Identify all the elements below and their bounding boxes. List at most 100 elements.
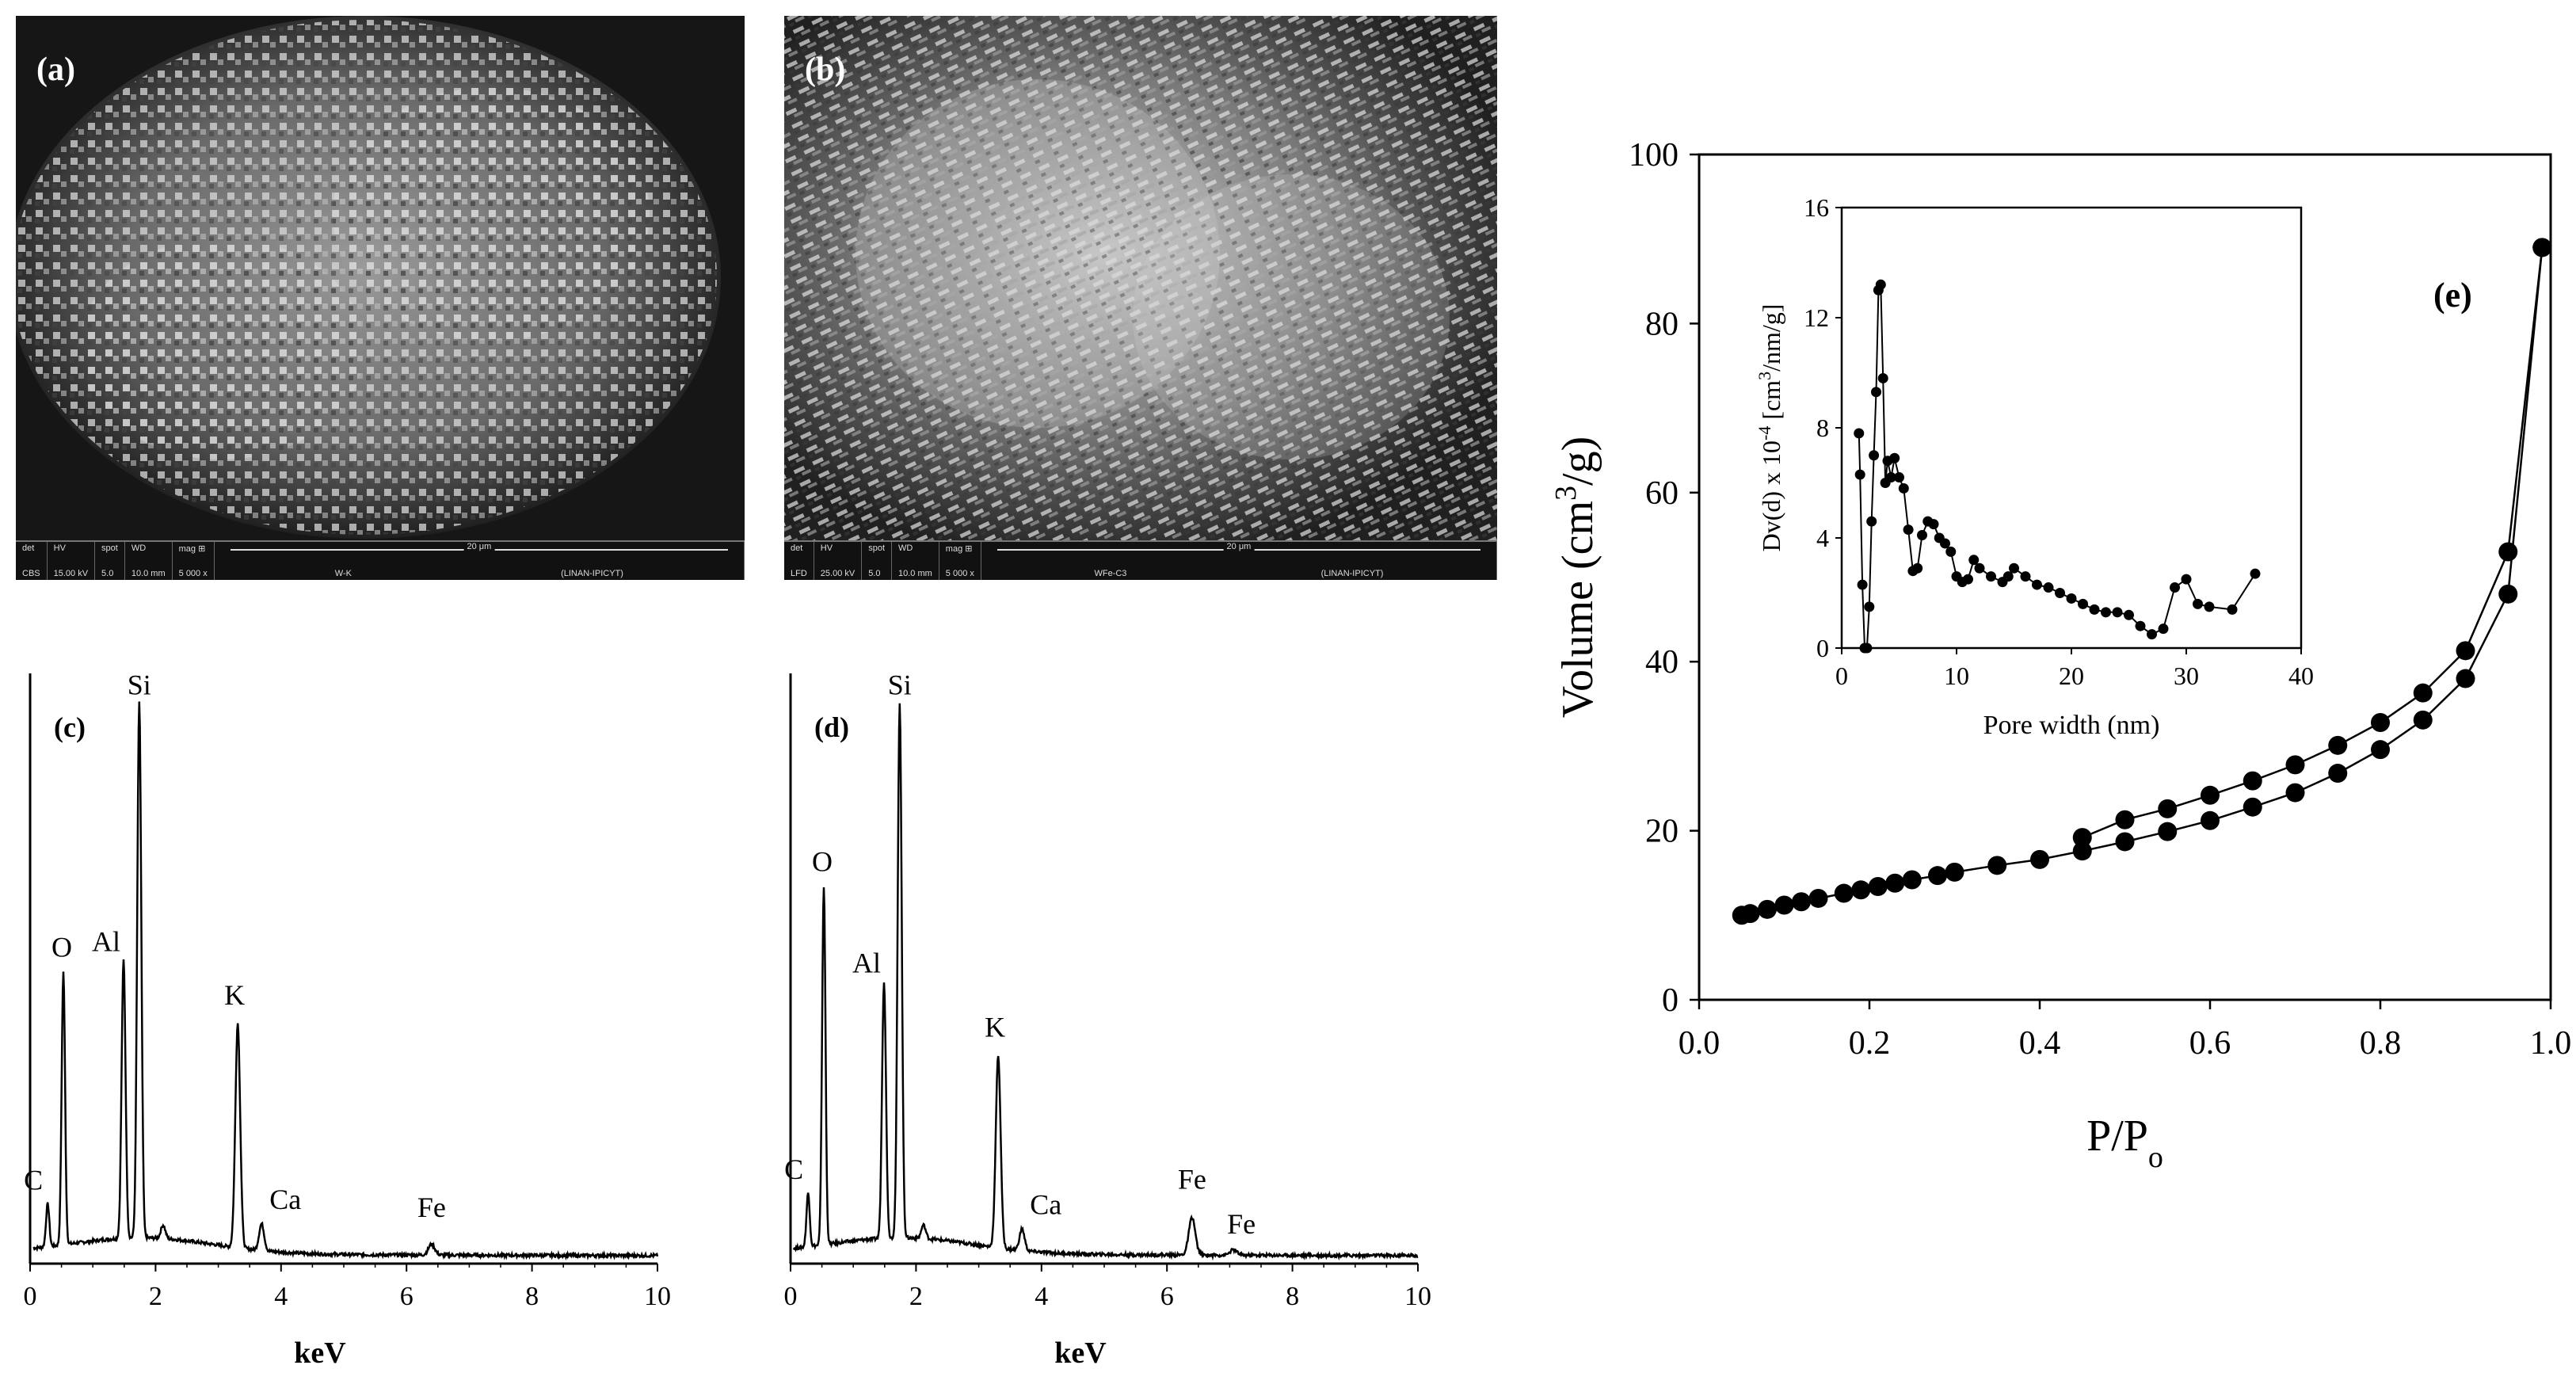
inset-psd-point bbox=[1963, 574, 1973, 585]
isotherm-point bbox=[2243, 797, 2262, 817]
isotherm-point bbox=[1868, 877, 1888, 897]
inset-psd-point bbox=[2032, 579, 2042, 590]
inset-y-axis-label: Dv(d) x 10-4 [cm3/nm/g] bbox=[1755, 304, 1785, 552]
sem-info-bar-b: det LFD HV 25.00 kV spot 5.0 WD 10.0 mm mag … bbox=[784, 540, 1497, 580]
isotherm-point bbox=[1928, 866, 1947, 886]
meta-value: 5 000 x bbox=[178, 569, 208, 578]
inset-y-label-part: 3 bbox=[1755, 372, 1774, 380]
inset-y-label-part: -4 bbox=[1755, 426, 1774, 440]
inset-y-label-part: Dv(d) x 10 bbox=[1757, 440, 1785, 551]
meta-header: WD bbox=[131, 543, 147, 553]
inset-psd-point bbox=[1928, 519, 1939, 530]
inset-psd-point bbox=[1945, 546, 1957, 557]
isotherm-point bbox=[2285, 783, 2305, 803]
peak-label-o: O bbox=[812, 845, 833, 877]
sem-texture-a bbox=[16, 16, 745, 542]
isotherm-point bbox=[1945, 862, 1964, 882]
inset-y-tick-label: 0 bbox=[1816, 634, 1829, 662]
isotherm-point bbox=[2328, 735, 2348, 755]
meta-header: WD bbox=[898, 543, 913, 553]
meta-header: det bbox=[22, 543, 35, 553]
inset-psd-point bbox=[2147, 629, 2157, 640]
x-axis-label-sub: o bbox=[2148, 1141, 2163, 1174]
inset-psd-point bbox=[2170, 582, 2180, 593]
meta-header: mag ⊞ bbox=[945, 544, 973, 554]
inset-psd-point bbox=[1877, 372, 1888, 383]
peak-label-c: C bbox=[24, 1165, 43, 1196]
inset-psd-point bbox=[1974, 562, 1985, 574]
inset-psd-point bbox=[1917, 530, 1927, 541]
sem-info-bar-a: det CBS HV 15.00 kV spot 5.0 WD 10.0 mm mag … bbox=[16, 540, 745, 580]
y-tick-label: 20 bbox=[1645, 814, 1679, 850]
inset-psd-point bbox=[2250, 568, 2261, 579]
inset-psd-point bbox=[2002, 571, 2014, 582]
inset-psd-point bbox=[1889, 452, 1900, 463]
spectrum-line bbox=[32, 701, 659, 1261]
y-axis-label: Volume (cm3/g) bbox=[1549, 437, 1602, 718]
x-tick-label: 8 bbox=[1286, 1282, 1299, 1311]
y-tick-label: 60 bbox=[1645, 475, 1679, 512]
sample-name: W-K bbox=[334, 569, 352, 578]
x-tick-label: 10 bbox=[644, 1282, 671, 1311]
inset-psd-point bbox=[2135, 620, 2146, 631]
panel-label: (c) bbox=[54, 711, 86, 743]
isotherm-point bbox=[2115, 810, 2135, 829]
isotherm-point bbox=[2498, 584, 2518, 604]
x-tick-label: 0.0 bbox=[1679, 1025, 1721, 1062]
meta-value: 10.0 mm bbox=[131, 569, 166, 578]
isotherm-point bbox=[1851, 880, 1871, 900]
panel-label-b: (b) bbox=[805, 51, 846, 88]
peak-label-al: Al bbox=[92, 926, 120, 958]
peak-label-fe: Fe bbox=[1178, 1163, 1206, 1195]
isotherm-point bbox=[1834, 883, 1854, 903]
isotherm-point bbox=[2115, 832, 2135, 852]
inset-psd-point bbox=[1968, 555, 1980, 566]
peak-label-ca: Ca bbox=[269, 1184, 301, 1215]
meta-value: 5 000 x bbox=[945, 569, 974, 578]
isotherm-point bbox=[2072, 841, 2092, 861]
x-tick-label: 8 bbox=[525, 1282, 539, 1311]
inset-psd-point bbox=[1854, 428, 1865, 439]
peak-label-ca: Ca bbox=[1030, 1189, 1061, 1221]
isotherm-point bbox=[1987, 856, 2007, 875]
x-tick-label: 0.4 bbox=[2019, 1025, 2061, 1062]
inset-psd-point bbox=[2089, 604, 2100, 615]
meta-value: CBS bbox=[22, 569, 40, 578]
inset-x-tick-label: 10 bbox=[1944, 662, 1969, 690]
inset-x-tick-label: 20 bbox=[2059, 662, 2084, 690]
inset-psd-point bbox=[2193, 598, 2203, 609]
inset-psd-point bbox=[1862, 643, 1873, 654]
x-axis-label: P/Po bbox=[2086, 1112, 2163, 1174]
y-tick-label: 100 bbox=[1629, 137, 1679, 174]
spectrum-line bbox=[792, 703, 1419, 1261]
inset-psd-point bbox=[2101, 607, 2111, 618]
scale-label: 20 μm bbox=[463, 542, 495, 551]
inset-psd-point bbox=[2009, 562, 2019, 574]
isotherm-point bbox=[2201, 810, 2220, 830]
panel-label-a: (a) bbox=[36, 51, 75, 88]
inset-psd-point bbox=[1894, 472, 1904, 483]
inset-psd-point bbox=[2181, 574, 2192, 585]
inset-y-tick-label: 4 bbox=[1816, 524, 1829, 552]
meta-value: 5.0 bbox=[868, 569, 881, 578]
x-tick-label: 1.0 bbox=[2530, 1025, 2572, 1062]
meta-value: 15.00 kV bbox=[53, 569, 89, 578]
meta-header: spot bbox=[101, 543, 118, 553]
scale-bar-a: 20 μm W-K (LINAN-IPICYT) bbox=[215, 542, 745, 580]
sem-image-b: (b) det LFD HV 25.00 kV spot 5.0 WD 10.0 mm … bbox=[784, 16, 1497, 580]
isotherm-point bbox=[2072, 828, 2092, 848]
inset-psd-point bbox=[1898, 482, 1909, 494]
y-axis-label-sup: 3 bbox=[1549, 486, 1583, 501]
peak-label-fe: Fe bbox=[1227, 1208, 1256, 1240]
sem-image-a: (a) det CBS HV 15.00 kV spot 5.0 WD 10.0 mm … bbox=[16, 16, 745, 580]
inset-psd-point bbox=[1871, 387, 1881, 398]
isotherm-point bbox=[1774, 895, 1794, 915]
inset-y-label-part: [cm bbox=[1757, 380, 1785, 426]
x-tick-label: 10 bbox=[1404, 1282, 1431, 1311]
inset-y-tick-label: 8 bbox=[1816, 414, 1829, 442]
x-tick-label: 6 bbox=[400, 1282, 413, 1311]
y-tick-label: 0 bbox=[1662, 982, 1679, 1019]
inset-psd-point bbox=[2204, 601, 2215, 612]
peak-label-fe: Fe bbox=[417, 1192, 446, 1223]
